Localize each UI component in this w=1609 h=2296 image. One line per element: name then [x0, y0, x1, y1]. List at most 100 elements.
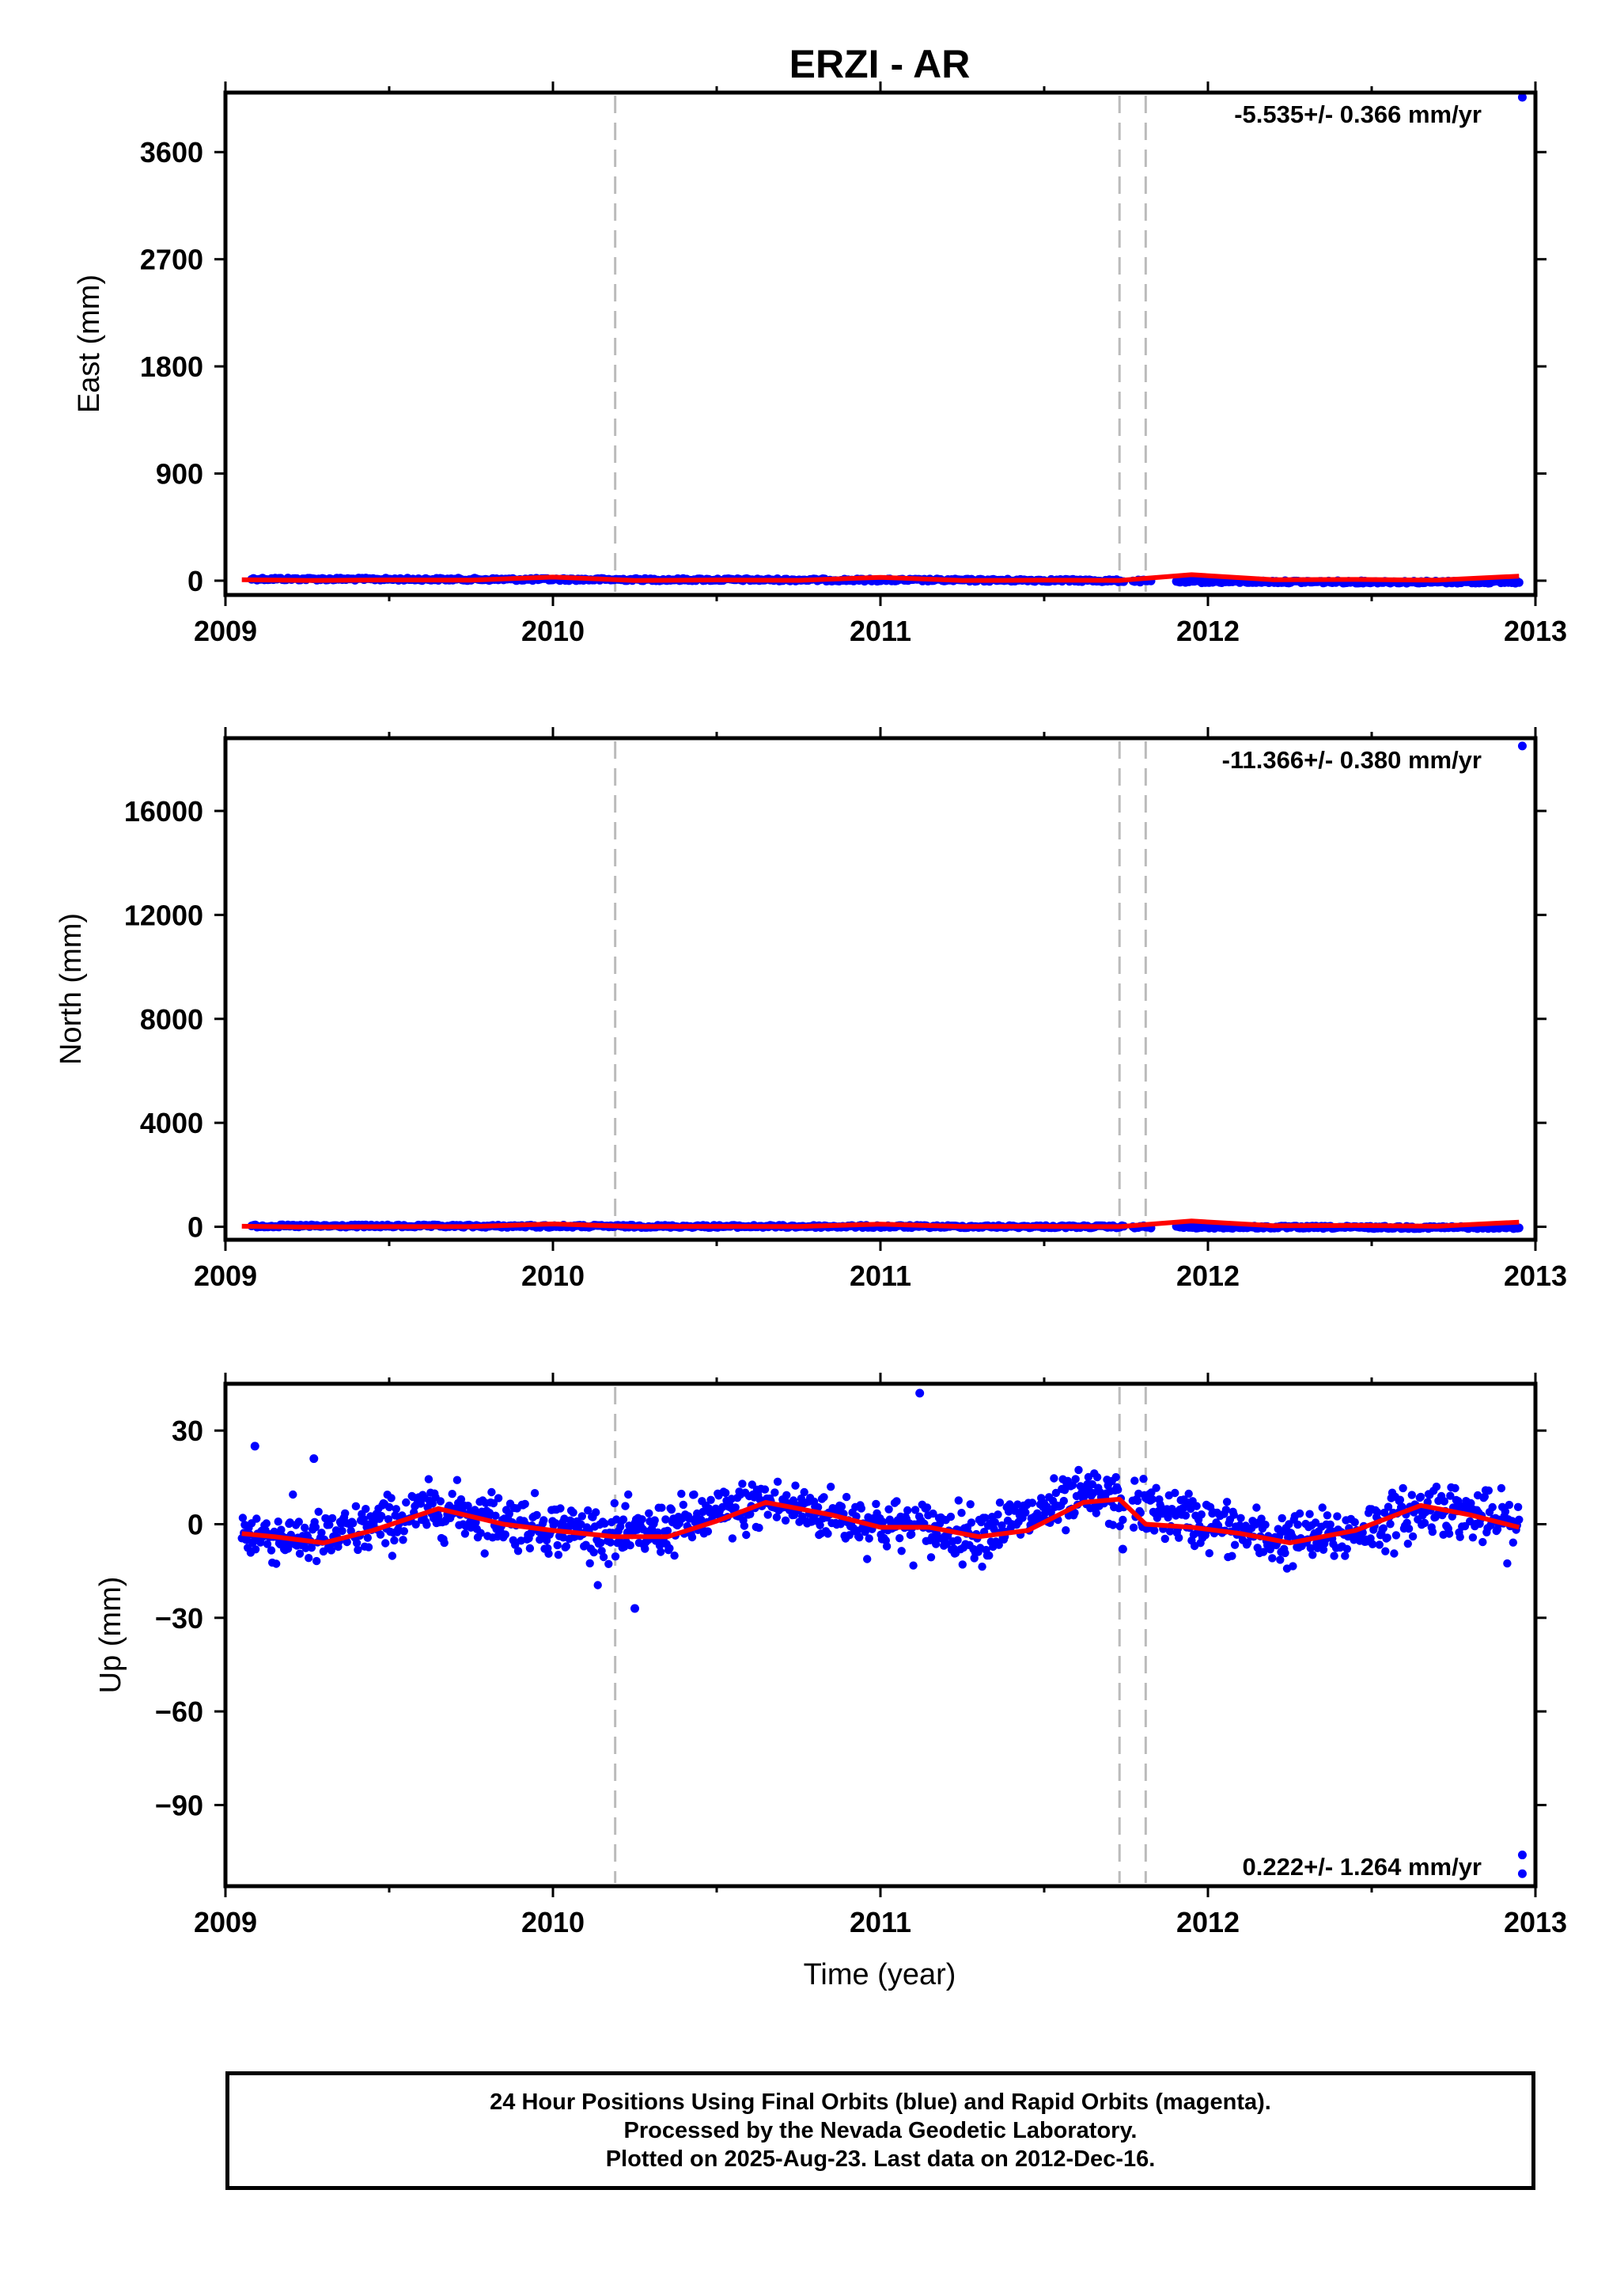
outlier-point: [915, 1389, 925, 1398]
data-point: [384, 1515, 393, 1524]
data-point: [742, 1530, 751, 1540]
y-axis-label: East (mm): [73, 275, 106, 413]
data-point: [388, 1552, 397, 1560]
footer-box: 24 Hour Positions Using Final Orbits (bl…: [225, 2071, 1535, 2190]
data-point: [1333, 1512, 1342, 1521]
data-point: [1281, 1548, 1289, 1558]
data-point: [494, 1494, 503, 1502]
data-point: [1160, 1534, 1170, 1544]
data-point: [978, 1563, 986, 1571]
axes-frame: [223, 736, 1538, 1242]
data-point: [262, 1519, 271, 1528]
data-point: [967, 1518, 976, 1527]
data-point: [610, 1498, 619, 1508]
data-point: [596, 1538, 605, 1548]
data-point: [606, 1538, 615, 1547]
y-tick-label: 0: [187, 1211, 203, 1244]
panel-up: 2009 2010 2011 2012 2013 −90 −60 −30 0 30 Up (mm) 0…: [94, 1373, 1567, 1938]
data-point: [325, 1521, 334, 1529]
data-point: [460, 1529, 470, 1538]
y-tick-label: 8000: [140, 1003, 203, 1036]
data-point: [1467, 1498, 1475, 1508]
data-point: [1293, 1520, 1302, 1529]
data-point: [865, 1534, 873, 1543]
y-tick-label: 0: [187, 1508, 203, 1540]
data-point: [376, 1530, 385, 1539]
data-point: [1311, 1518, 1320, 1527]
data-point: [1318, 1503, 1327, 1512]
data-point: [855, 1533, 864, 1542]
data-point: [1222, 1498, 1232, 1506]
data-point: [314, 1507, 323, 1517]
footer-line-3: Plotted on 2025-Aug-23. Last data on 201…: [605, 2146, 1156, 2172]
data-point: [599, 1552, 608, 1562]
data-point: [1192, 1502, 1201, 1510]
data-point: [1129, 1523, 1138, 1533]
data-point: [791, 1481, 800, 1490]
data-point: [981, 1514, 990, 1522]
data-point: [480, 1549, 489, 1558]
data-point: [1092, 1509, 1101, 1517]
data-point: [1306, 1544, 1316, 1553]
data-point: [1515, 1515, 1524, 1525]
data-point: [327, 1546, 335, 1555]
data-point: [1074, 1465, 1083, 1475]
data-point: [434, 1512, 443, 1521]
data-point: [1381, 1547, 1390, 1555]
data-point: [1021, 1508, 1030, 1517]
y-tick-label: 30: [172, 1415, 203, 1447]
data-point: [1501, 1507, 1510, 1516]
data-point: [1071, 1475, 1080, 1483]
data-point: [359, 1515, 368, 1524]
x-tick-label: 2011: [850, 615, 911, 647]
data-point: [985, 1551, 994, 1560]
x-axis-label: Time (year): [804, 1958, 956, 1991]
panel-north: 2009 2010 2011 2012 2013 0 4000 8000 12000 16000 N…: [55, 727, 1567, 1292]
data-point: [645, 1509, 653, 1518]
data-point: [755, 1523, 763, 1533]
data-point: [1088, 1489, 1098, 1498]
outlier-point: [250, 1442, 259, 1451]
x-tick-label: 2011: [850, 1260, 911, 1292]
data-point: [863, 1555, 872, 1563]
data-point: [1428, 1527, 1437, 1536]
x-tick-label: 2010: [521, 1906, 585, 1938]
data-point: [946, 1512, 956, 1521]
data-point: [813, 1502, 823, 1512]
data-point: [1341, 1552, 1350, 1560]
data-point: [387, 1494, 396, 1502]
data-point: [1468, 1533, 1478, 1542]
data-point: [1368, 1540, 1377, 1549]
data-point: [619, 1515, 628, 1524]
data-point: [1509, 1538, 1518, 1547]
data-point: [491, 1511, 500, 1521]
data-point: [456, 1495, 466, 1504]
data-point: [994, 1540, 1004, 1549]
data-point: [1084, 1472, 1093, 1482]
model-line: [241, 572, 1520, 583]
data-point: [990, 1525, 998, 1533]
data-point: [657, 1548, 665, 1556]
axes-frame: [223, 1381, 1538, 1889]
data-point: [1230, 1540, 1240, 1549]
outlier-point: [309, 1454, 319, 1464]
data-point: [667, 1505, 676, 1514]
data-point: [1152, 1483, 1160, 1492]
data-point: [1108, 1521, 1118, 1529]
x-tick-label: 2009: [194, 1260, 257, 1292]
x-tick-label: 2010: [521, 615, 585, 647]
data-point: [532, 1510, 541, 1520]
data-point: [392, 1505, 400, 1514]
data-point: [907, 1530, 916, 1539]
x-tick-label: 2012: [1176, 1260, 1240, 1292]
data-point: [995, 1498, 1005, 1507]
data-point: [569, 1508, 577, 1517]
data-point: [1115, 1521, 1124, 1531]
data-point: [521, 1499, 529, 1509]
data-point: [1295, 1509, 1304, 1518]
data-point: [411, 1520, 420, 1529]
data-point: [998, 1521, 1006, 1530]
y-tick-label: 2700: [140, 244, 203, 276]
data-point: [882, 1542, 892, 1551]
data-point: [487, 1487, 496, 1497]
